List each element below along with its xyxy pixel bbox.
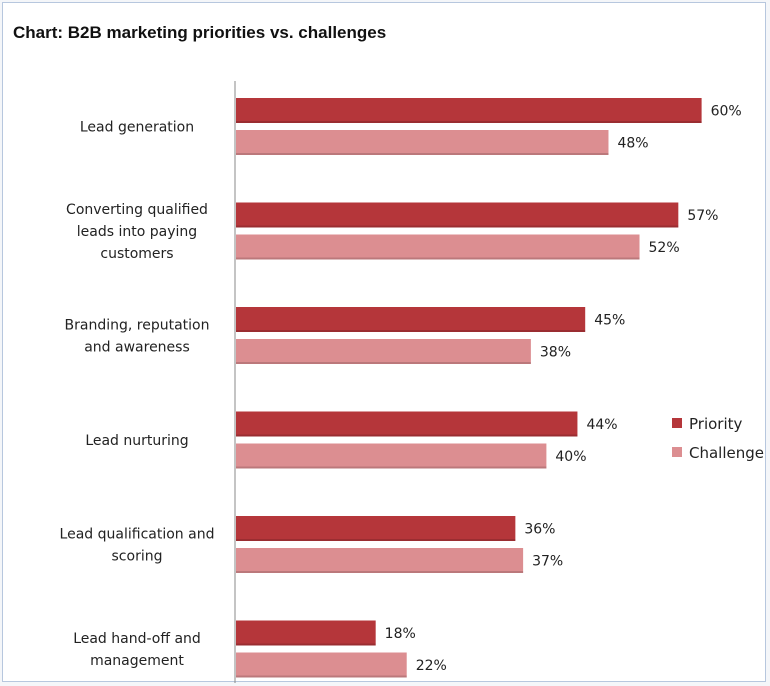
category-label-line: Lead nurturing xyxy=(85,433,188,449)
category-label-line: Lead generation xyxy=(80,120,194,136)
legend-swatch-challenge xyxy=(672,447,682,457)
bar-shadow xyxy=(236,466,547,469)
data-label-priority: 57% xyxy=(687,208,718,224)
bar-shadow xyxy=(236,434,578,437)
data-label-priority: 44% xyxy=(586,417,617,433)
legend-label-challenge: Challenge xyxy=(689,444,764,462)
bar-shadow xyxy=(236,153,609,155)
bar-priority xyxy=(236,516,516,541)
data-label-priority: 36% xyxy=(524,522,555,538)
data-label-priority: 18% xyxy=(385,626,416,642)
bar-priority xyxy=(236,620,376,646)
bar-shadow xyxy=(236,257,640,260)
data-label-challenge: 38% xyxy=(540,345,571,361)
bar-challenge xyxy=(236,339,531,364)
data-label-challenge: 22% xyxy=(416,658,447,674)
category-label: Lead hand-off and management xyxy=(73,631,201,669)
category-label: Lead generation xyxy=(80,120,194,136)
bar-shadow xyxy=(236,539,516,541)
category-label-line: Lead hand-off and xyxy=(73,631,201,647)
category-label: Branding, reputation and awareness xyxy=(65,318,210,356)
category-label: Lead nurturing xyxy=(85,433,188,449)
bar-shadow xyxy=(236,330,586,332)
category-label: Converting qualified leads into paying cus… xyxy=(66,202,208,262)
category-label-line: leads into paying xyxy=(77,224,197,240)
bar-chart: Lead generation 60% 48% Converting qualifie… xyxy=(60,81,764,683)
category-label-line: and awareness xyxy=(84,340,190,356)
bar-shadow xyxy=(236,571,524,573)
bar-challenge xyxy=(236,234,640,260)
bar-shadow xyxy=(236,362,531,364)
bar-priority xyxy=(236,202,679,228)
bar-shadow xyxy=(236,225,679,228)
data-label-challenge: 40% xyxy=(555,449,586,465)
data-label-priority: 45% xyxy=(594,313,625,329)
category-label: Lead qualification and scoring xyxy=(60,527,215,565)
bar-challenge xyxy=(236,652,407,678)
category-label-line: customers xyxy=(100,246,173,262)
data-label-challenge: 48% xyxy=(617,136,648,152)
bar-shadow xyxy=(236,121,702,123)
data-label-challenge: 52% xyxy=(649,240,680,256)
bar-challenge xyxy=(236,130,609,155)
bar-priority xyxy=(236,98,702,123)
category-label-line: management xyxy=(90,653,184,669)
category-label-line: Lead qualification and xyxy=(60,527,215,543)
bar-challenge xyxy=(236,548,524,573)
bar-shadow xyxy=(236,643,376,646)
chart-title: Chart: B2B marketing priorities vs. chal… xyxy=(13,23,387,42)
legend-swatch-priority xyxy=(672,418,682,428)
bar-shadow xyxy=(236,675,407,678)
data-label-priority: 60% xyxy=(711,104,742,120)
data-label-challenge: 37% xyxy=(532,554,563,570)
bar-challenge xyxy=(236,443,547,469)
bar-priority xyxy=(236,411,578,437)
bar-priority xyxy=(236,307,586,332)
category-label-line: Branding, reputation xyxy=(65,318,210,334)
legend-label-priority: Priority xyxy=(689,415,743,433)
category-label-line: scoring xyxy=(112,549,163,565)
category-label-line: Converting qualified xyxy=(66,202,208,218)
